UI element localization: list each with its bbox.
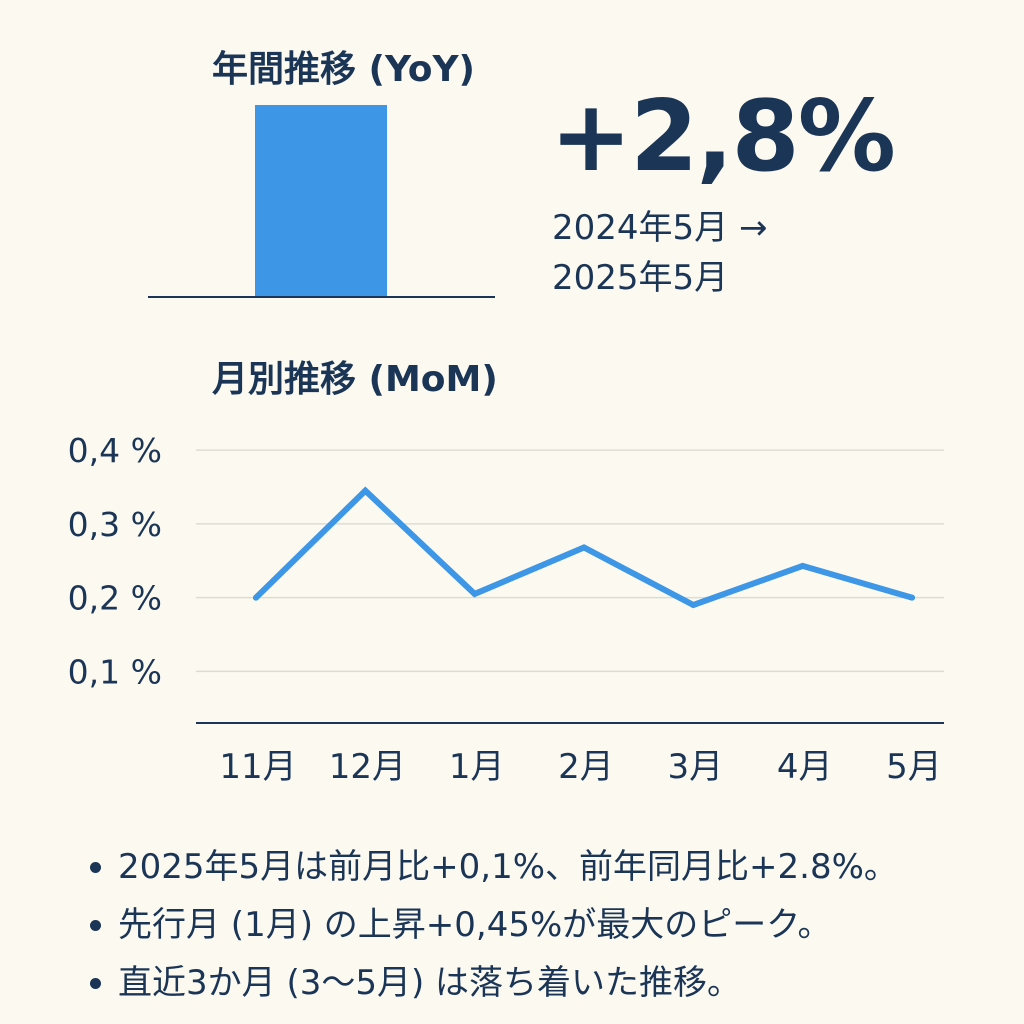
yoy-period-to: 2025年5月: [552, 258, 729, 298]
x-tick-label: 5月: [886, 747, 942, 787]
yoy-period-from: 2024年5月 →: [552, 208, 768, 248]
x-tick-label: 11月: [219, 747, 296, 787]
mom-title: 月別推移 (MoM): [212, 359, 498, 400]
bullet-icon: [90, 978, 101, 989]
mom-point: [253, 594, 259, 601]
mom-point: [690, 602, 697, 608]
note-text: 先行月 (1月) の上昇+0,45%が最大のピーク。: [118, 905, 832, 945]
mom-point: [581, 544, 587, 551]
note-text: 2025年5月は前月比+0,1%、前年同月比+2.8%。: [118, 847, 898, 887]
x-tick-label: 3月: [668, 747, 724, 787]
x-tick-label: 1月: [449, 747, 505, 787]
note-item: 直近3か月 (3〜5月) は落ち着いた推移。: [90, 954, 898, 1012]
note-item: 2025年5月は前月比+0,1%、前年同月比+2.8%。: [90, 838, 898, 896]
x-tick-label: 12月: [329, 747, 406, 787]
mom-point: [362, 487, 369, 494]
x-tick-label: 4月: [777, 747, 833, 787]
y-tick-label: 0,2 %: [68, 579, 162, 618]
mom-point: [471, 590, 478, 597]
bullet-icon: [90, 862, 101, 873]
note-item: 先行月 (1月) の上昇+0,45%が最大のピーク。: [90, 896, 898, 954]
mom-line-chart: 0,1 % 0,2 % 0,3 % 0,4 % 11月 12月 1月 2月 3月 4月 5月: [68, 431, 944, 787]
x-tick-label: 2月: [558, 747, 614, 787]
y-tick-label: 0,3 %: [68, 505, 162, 544]
mom-point: [909, 594, 915, 601]
bullet-icon: [90, 920, 101, 931]
note-text: 直近3か月 (3〜5月) は落ち着いた推移。: [118, 963, 742, 1003]
summary-notes: 2025年5月は前月比+0,1%、前年同月比+2.8%。 先行月 (1月) の上…: [90, 838, 898, 1012]
yoy-bar: [255, 105, 387, 297]
y-tick-label: 0,1 %: [68, 652, 162, 691]
yoy-bar-chart: [148, 105, 495, 298]
mom-point: [799, 562, 806, 569]
y-tick-label: 0,4 %: [68, 431, 162, 470]
yoy-value: +2,8%: [550, 80, 896, 194]
yoy-title: 年間推移 (YoY): [212, 49, 476, 90]
